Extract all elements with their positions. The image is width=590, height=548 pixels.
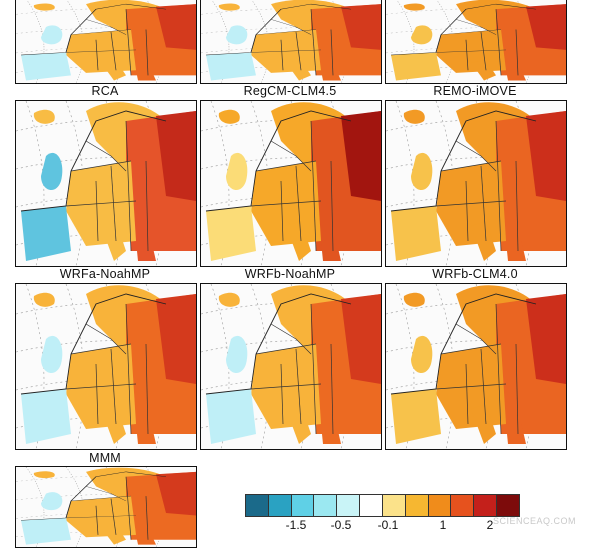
map-panel-row0-col0 xyxy=(15,0,197,84)
map-panel-row1-col2 xyxy=(385,100,567,267)
map-panel-row0-col1 xyxy=(200,0,382,84)
map-panel-row2-col1 xyxy=(200,283,382,450)
colorbar-tick-label: -0.5 xyxy=(330,518,352,532)
panel-label-rca: RCA xyxy=(91,84,119,98)
map-panel-row1-col1 xyxy=(200,100,382,267)
map-panel-mmm xyxy=(15,466,197,548)
panel-label-wrfa-noahmp: WRFa-NoahMP xyxy=(59,267,151,281)
map-panel-row1-col0 xyxy=(15,100,197,267)
colorbar xyxy=(245,494,520,517)
colorbar-swatch xyxy=(246,495,269,516)
colorbar-swatch xyxy=(428,495,452,516)
colorbar-swatch xyxy=(497,495,519,516)
panel-label-wrfb-clm4-0: WRFb-CLM4.0 xyxy=(432,267,518,281)
panel-label-mmm: MMM xyxy=(89,451,121,465)
colorbar-swatch xyxy=(451,495,475,516)
map-panel-row2-col0 xyxy=(15,283,197,450)
colorbar-tick-label: 1 xyxy=(439,518,447,532)
colorbar-tick-label: 2 xyxy=(486,518,494,532)
map-panel-row0-col2 xyxy=(385,0,567,84)
colorbar-swatch xyxy=(382,495,406,516)
colorbar-swatch xyxy=(291,495,315,516)
map-panel-row2-col2 xyxy=(385,283,567,450)
panel-label-regcm-clm4-5: RegCM-CLM4.5 xyxy=(243,84,337,98)
colorbar-swatch xyxy=(360,495,383,516)
colorbar-swatch xyxy=(337,495,361,516)
colorbar-swatch xyxy=(268,495,292,516)
watermark-text: SCIENCEAQ.COM xyxy=(492,516,576,526)
panel-label-wrfb-noahmp: WRFb-NoahMP xyxy=(244,267,336,281)
colorbar-swatch xyxy=(405,495,429,516)
panel-label-remo-imove: REMO-iMOVE xyxy=(433,84,517,98)
colorbar-tick-label: -1.5 xyxy=(285,518,307,532)
colorbar-swatch xyxy=(314,495,338,516)
colorbar-swatch xyxy=(474,495,498,516)
colorbar-tick-label: -0.1 xyxy=(377,518,399,532)
